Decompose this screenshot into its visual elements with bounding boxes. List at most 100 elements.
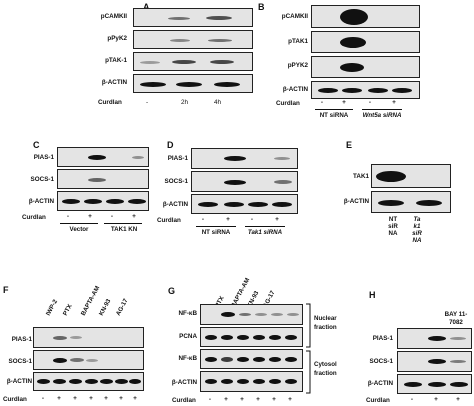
sign: - (250, 216, 254, 223)
row-label: pCAMKII (281, 13, 308, 20)
panel-B-letter: B (258, 2, 265, 12)
row-label: pCAMKII (100, 13, 127, 20)
panel-C-letter: C (33, 140, 40, 150)
blot-strip (311, 81, 420, 99)
sign: - (66, 213, 70, 220)
sign: + (288, 396, 292, 403)
panel-G-letter: G (168, 286, 176, 296)
row-label: PIAS-1 (372, 335, 393, 342)
blot-strip (133, 30, 253, 49)
blot-strip (191, 148, 298, 169)
blot-strip (397, 328, 472, 349)
sign: + (73, 395, 77, 402)
treatment-label: PTX (61, 303, 74, 317)
curdlan-label: Curdlan (172, 397, 196, 404)
lane-label: 2h (181, 99, 189, 106)
row-label: NF-κB (178, 355, 197, 362)
curdlan-label: Curdlan (366, 397, 390, 404)
row-label: β-ACTIN (171, 379, 197, 386)
row-label: β-ACTIN (6, 378, 32, 385)
blot-strip (191, 171, 298, 192)
blot-strip (200, 349, 303, 369)
curdlan-label: Curdlan (22, 214, 46, 221)
curdlan-label: Curdlan (98, 99, 122, 106)
fraction-label: Nuclear fraction (314, 315, 337, 331)
group-label: NT siRNA (201, 229, 231, 236)
blot-strip (33, 372, 144, 391)
blot-strip (311, 56, 420, 78)
panel-H-letter: H (369, 290, 376, 300)
sign: + (275, 216, 279, 223)
treatment-label: BAY 11-7082 (444, 311, 468, 326)
row-label: PCNA (179, 333, 197, 340)
sign: + (456, 396, 460, 403)
sign: + (240, 396, 244, 403)
sign: - (410, 396, 414, 403)
blot-strip (397, 374, 472, 394)
blot-strip (397, 351, 472, 372)
group-bracket (196, 226, 236, 227)
row-label: SOCS-1 (369, 358, 393, 365)
blot-strip (371, 191, 451, 213)
row-label: PIAS-1 (11, 336, 32, 343)
blot-strip (200, 304, 303, 325)
row-label: PIAS-1 (33, 154, 54, 161)
group-label: Vector (69, 226, 89, 233)
row-label: pTAK-1 (105, 57, 127, 64)
sign: + (133, 395, 137, 402)
panel-D-letter: D (167, 140, 174, 150)
row-label: β-ACTIN (282, 86, 308, 93)
group-label: TAK1 KN (110, 226, 138, 233)
panel-F-letter: F (3, 285, 9, 295)
group-label: NT siRNA (319, 112, 349, 119)
treatment-label: IWP-2 (44, 298, 60, 317)
blot-strip (33, 327, 144, 348)
curdlan-label: Curdlan (157, 217, 181, 224)
row-label: SOCS-1 (8, 358, 32, 365)
sign: + (272, 396, 276, 403)
blot-strip (133, 52, 253, 71)
blot-strip (200, 371, 303, 392)
sign: + (104, 395, 108, 402)
blot-strip (371, 164, 451, 188)
row-label: pTAK1 (288, 38, 308, 45)
group-bracket (315, 109, 353, 110)
blot-strip (200, 327, 303, 347)
sign: - (110, 213, 114, 220)
lane-label: 4h (214, 99, 222, 106)
row-label: β-ACTIN (28, 198, 54, 205)
sign: - (320, 99, 324, 106)
row-label: β-ACTIN (343, 198, 369, 205)
column-label: Tak1 siRNA (412, 216, 422, 244)
treatment-label: KN-93 (97, 297, 113, 317)
blot-strip (191, 194, 298, 214)
blot-strip (57, 191, 149, 211)
curdlan-label: Curdlan (3, 396, 27, 403)
lane-label: - (146, 99, 149, 106)
sign: + (256, 396, 260, 403)
row-label: TAK1 (353, 173, 369, 180)
blot-strip (33, 350, 144, 370)
sign: - (368, 99, 372, 106)
row-label: NF-κB (178, 310, 197, 317)
blot-strip (57, 147, 149, 167)
sign: + (89, 395, 93, 402)
sign: + (132, 213, 136, 220)
sign: - (201, 216, 205, 223)
group-bracket (104, 223, 142, 224)
row-label: SOCS-1 (164, 178, 188, 185)
fraction-label: Cytosol fraction (314, 361, 337, 377)
group-label: Tak1 siRNA (247, 229, 283, 236)
blot-strip (133, 8, 253, 27)
row-label: β-ACTIN (162, 201, 188, 208)
blot-strip (311, 5, 420, 28)
sign: - (41, 395, 45, 402)
row-label: β-ACTIN (101, 79, 127, 86)
column-label: NT siRNA (388, 216, 398, 237)
sign: + (119, 395, 123, 402)
group-label: Wnt5a siRNA (362, 112, 402, 119)
group-bracket (362, 109, 402, 110)
blot-strip (57, 169, 149, 189)
sign: + (57, 395, 61, 402)
sign: + (392, 99, 396, 106)
